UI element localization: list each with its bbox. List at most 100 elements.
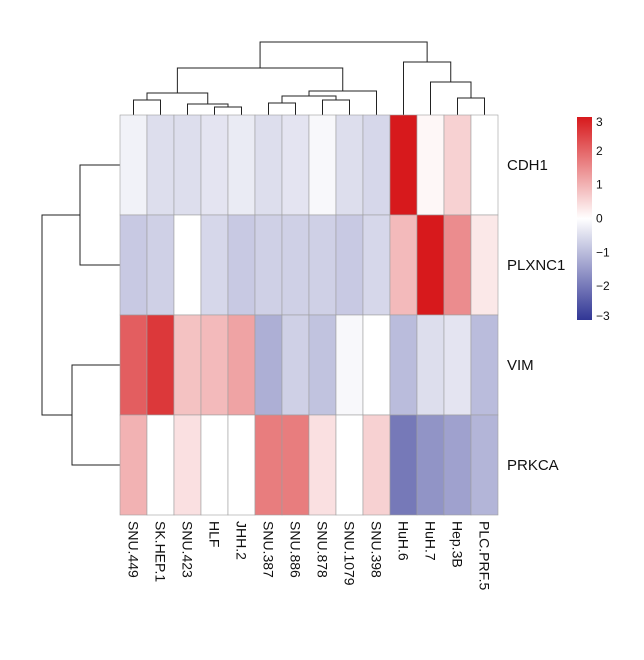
heatmap-cell [173,114,202,216]
colorbar-tick-label: 0 [596,212,603,226]
heatmap-cell [335,414,364,516]
heatmap-cell [119,214,148,316]
heatmap-cell [443,214,472,316]
row-labels: CDH1 PLXNC1 VIM PRKCA [507,157,565,474]
column-label: JHH.2 [234,521,250,560]
heatmap-cell [362,114,391,216]
heatmap-cell [362,214,391,316]
column-label: SNU.878 [315,521,331,578]
dendrogram-link [71,364,120,466]
heatmap-cell [254,414,283,516]
heatmap-cell [389,314,418,416]
dendrogram-link [41,214,80,416]
column-label: SNU.398 [369,521,385,578]
heatmap-cell [416,414,445,516]
heatmap-cell [416,214,445,316]
heatmap-cell [308,114,337,216]
dendrogram-link [308,90,377,115]
heatmap-cell [200,114,229,216]
heatmap-cell [254,214,283,316]
column-label: SNU.423 [180,521,196,578]
heatmap-cell [335,114,364,216]
dendrogram-link [403,61,452,115]
heatmap-cell [389,214,418,316]
colorbar-tick-label: −3 [596,309,610,323]
column-label: SNU.387 [261,521,277,578]
heatmap-cell [281,114,310,216]
colorbar-tick-label: 1 [596,178,603,192]
heatmap-cell [416,114,445,216]
heatmap-cell [200,414,229,516]
dendrogram-link [214,106,242,115]
heatmap-cell [281,214,310,316]
dendrogram-link [322,99,350,115]
heatmap-cell [281,414,310,516]
heatmap-cell [227,414,256,516]
heatmap-cell [146,414,175,516]
heatmap-cell [119,414,148,516]
heatmap-cell [119,314,148,416]
colorbar-tick-label: 3 [596,115,603,129]
heatmap-cell [362,314,391,416]
column-label: SNU.1079 [342,521,358,586]
column-label: Hep.3B [450,521,466,568]
colorbar: 3 2 1 0 −1 −2 −3 [577,115,610,323]
row-label: CDH1 [507,157,548,174]
row-label: PLXNC1 [507,257,565,274]
dendrogram-link [176,67,344,93]
heatmap-cell [254,314,283,416]
heatmap-cell [389,114,418,216]
column-label: SNU.449 [126,521,142,578]
colorbar-gradient [577,117,592,320]
heatmap-cell [308,214,337,316]
dendrogram-root [259,41,428,68]
row-dendrogram [41,164,120,466]
heatmap-cell [335,314,364,416]
column-label: SNU.886 [288,521,304,578]
heatmap-cell [200,214,229,316]
column-label: HuH.6 [396,521,412,561]
heatmap-cells [119,114,499,516]
heatmap-cell [308,414,337,516]
heatmap-cell [173,314,202,416]
heatmap-cell [173,214,202,316]
heatmap-cell [146,114,175,216]
heatmap-cell [416,314,445,416]
heatmap-cell [173,414,202,516]
column-label: SK.HEP.1 [153,521,169,582]
heatmap-cell [443,114,472,216]
column-labels: SNU.449 SK.HEP.1 SNU.423 HLF JHH.2 SNU.387 SNU… [126,521,493,590]
heatmap-cell [308,314,337,416]
column-label: PLC.PRF.5 [477,521,493,590]
heatmap-cell [200,314,229,416]
heatmap-cell [227,114,256,216]
heatmap-cell [335,214,364,316]
column-label: HLF [207,521,223,547]
colorbar-tick-label: −2 [596,279,610,293]
heatmap-cell [146,314,175,416]
heatmap-cell [470,214,499,316]
row-label: PRKCA [507,457,559,474]
row-label: VIM [507,357,534,374]
dendrogram-link [133,99,161,115]
heatmap-cell [443,414,472,516]
heatmap-cell [227,314,256,416]
heatmap-cell [227,214,256,316]
column-label: HuH.7 [423,521,439,561]
dendrogram-link [457,97,485,115]
heatmap-cell [254,114,283,216]
column-dendrogram [133,41,485,115]
heatmap-cell [362,414,391,516]
dendrogram-link [79,164,120,266]
colorbar-tick-label: −1 [596,245,610,259]
dendrogram-link [187,103,229,115]
heatmap-cell [281,314,310,416]
dendrogram-link [146,92,209,104]
heatmap-cell [146,214,175,316]
heatmap-cell [443,314,472,416]
heatmap-cell [119,114,148,216]
colorbar-tick-label: 2 [596,144,603,158]
heatmap-cell [470,314,499,416]
heatmap-cell [470,414,499,516]
